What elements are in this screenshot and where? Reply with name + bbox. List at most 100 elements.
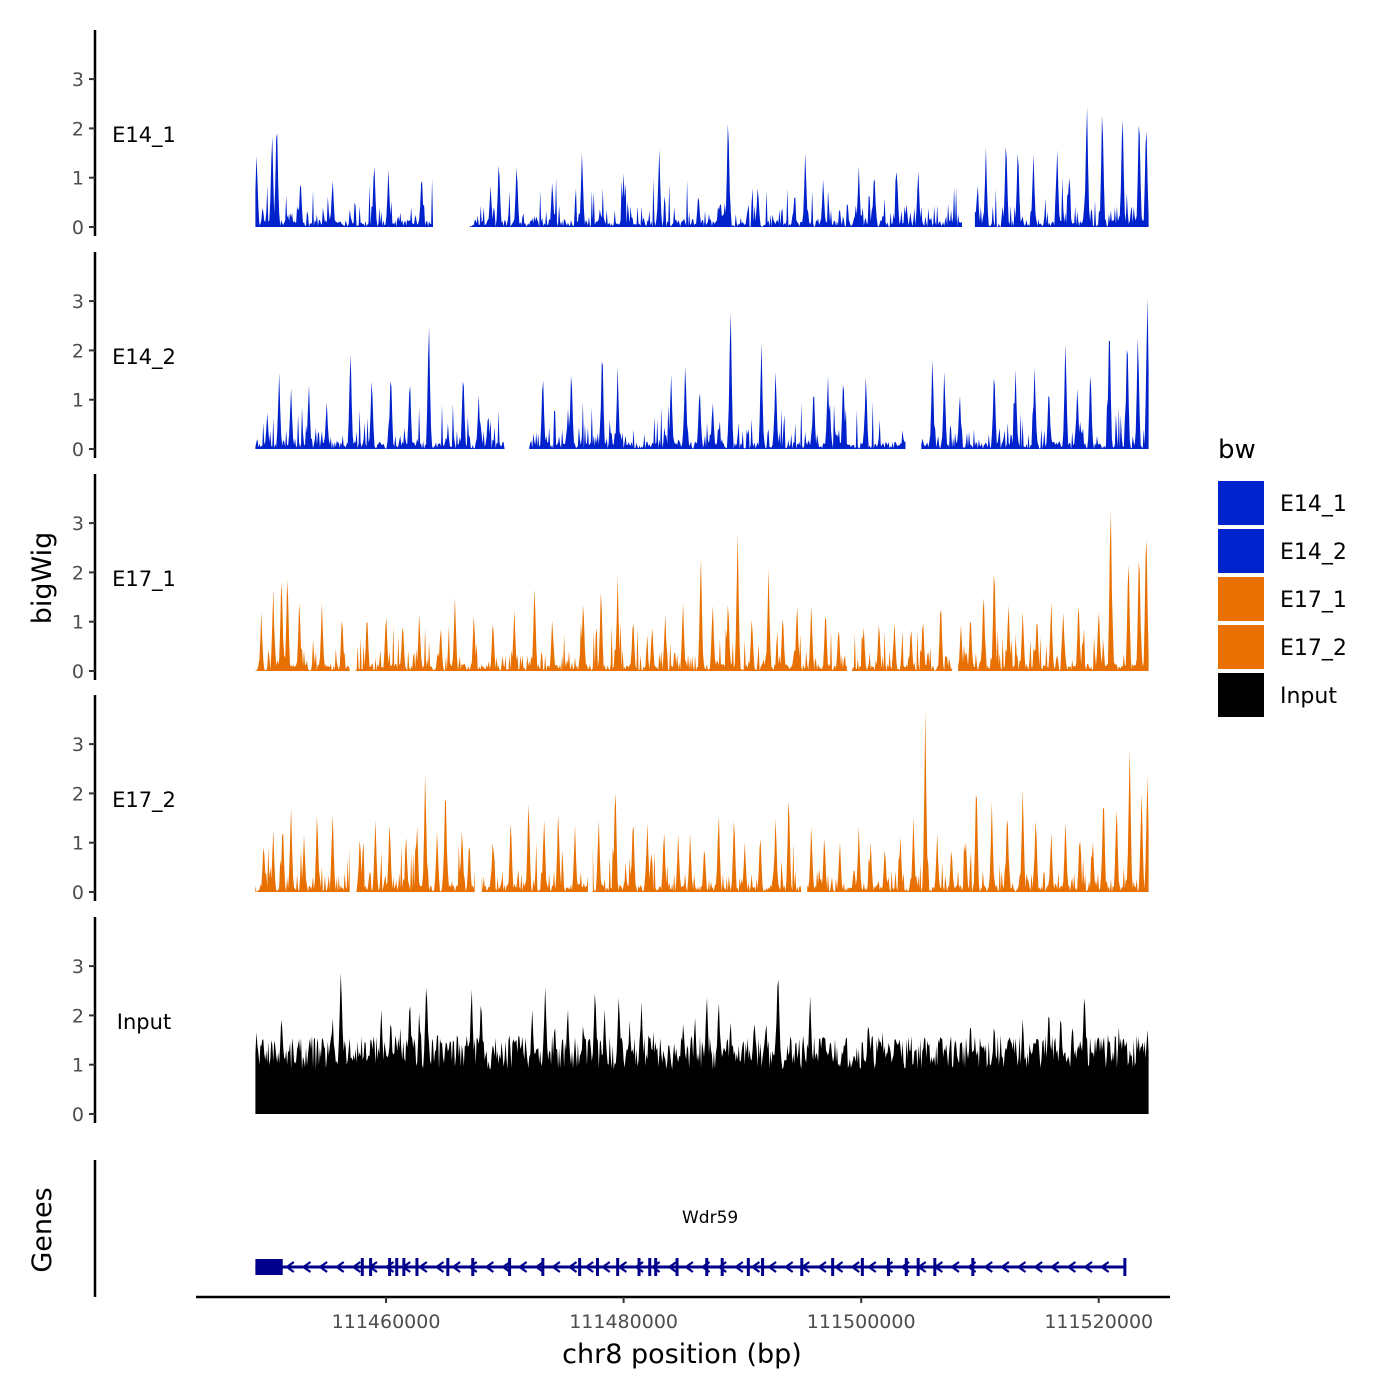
y-tick-label: 1 (72, 1055, 84, 1077)
strand-arrow (966, 1261, 977, 1273)
strand-arrow (517, 1261, 528, 1273)
gene-exon (705, 1258, 709, 1276)
track-E14_2: 0 1 2 3 E14_2 (72, 252, 1149, 461)
gene-exon (360, 1258, 364, 1276)
strand-arrow (1066, 1261, 1077, 1273)
legend-label-E17_2: E17_2 (1280, 636, 1347, 661)
strand-arrow (684, 1261, 694, 1273)
signal-area-E17_1 (851, 609, 953, 671)
gene-exon (860, 1258, 864, 1276)
signal-area-Input (255, 972, 1149, 1114)
y-axis-title: bigWig (27, 532, 58, 625)
y-tick-label: 1 (72, 168, 84, 190)
strand-arrow (900, 1261, 910, 1273)
strand-arrow (384, 1261, 395, 1273)
genes-axis-title: Genes (27, 1187, 58, 1272)
track-label: E14_2 (112, 345, 176, 370)
gene-label: Wdr59 (682, 1208, 738, 1228)
signal-area-E17_1 (355, 532, 847, 671)
x-tick-label: 111460000 (332, 1311, 441, 1333)
strand-arrow (1083, 1261, 1093, 1273)
strand-arrow (451, 1261, 461, 1273)
gene-exon (541, 1258, 545, 1276)
gene-exon (761, 1258, 765, 1276)
gene-exon (595, 1258, 599, 1276)
strand-arrow (467, 1261, 478, 1273)
gene-exon (388, 1258, 392, 1276)
strand-arrow (1016, 1261, 1027, 1273)
signal-area-E14_1 (469, 124, 962, 227)
legend-swatch-E17_2 (1218, 625, 1264, 669)
signal-area-E14_2 (529, 313, 906, 449)
x-tick-label: 111520000 (1044, 1311, 1153, 1333)
legend-label-E14_1: E14_1 (1280, 492, 1347, 517)
gene-exon (831, 1258, 835, 1276)
y-tick-label: 2 (72, 783, 84, 805)
track-label: E17_2 (112, 788, 176, 813)
strand-arrow (933, 1261, 944, 1273)
strand-arrow (650, 1261, 661, 1273)
signal-area-E17_2 (592, 793, 802, 892)
gene-exon (654, 1258, 658, 1276)
x-axis: 111460000 111480000 111500000 111520000 (196, 1295, 1170, 1333)
y-tick-label: 0 (72, 661, 84, 683)
gene-exon (415, 1258, 419, 1276)
legend-label-E14_2: E14_2 (1280, 540, 1347, 565)
legend-swatch-Input (1218, 673, 1264, 717)
gene-exon (971, 1258, 975, 1276)
legend-title: bw (1218, 435, 1256, 465)
signal-area-E17_2 (807, 709, 1149, 892)
strand-arrow (667, 1261, 677, 1273)
strand-arrow (983, 1261, 993, 1273)
gene-exon (904, 1258, 908, 1276)
gene-exon (648, 1258, 652, 1276)
y-tick-label: 0 (72, 882, 84, 904)
strand-arrow (817, 1261, 827, 1273)
strand-arrow (534, 1261, 544, 1273)
legend: bw E14_1 E14_2 E17_1 E17_2 Input (1218, 435, 1347, 717)
signal-area-E17_1 (958, 511, 1149, 671)
gene-exon (395, 1258, 399, 1276)
y-tick-label: 2 (72, 340, 84, 362)
y-tick-label: 0 (72, 217, 84, 239)
signal-area-E17_2 (255, 807, 350, 892)
strand-arrow (1049, 1261, 1060, 1273)
strand-arrow (284, 1261, 295, 1273)
strand-arrow (750, 1261, 761, 1273)
x-tick-label: 111480000 (569, 1311, 678, 1333)
track-label: Input (117, 1010, 171, 1034)
gene-exon (1123, 1258, 1127, 1276)
x-axis-title: chr8 position (bp) (562, 1339, 802, 1370)
strand-arrow (1033, 1261, 1043, 1273)
strand-arrow (617, 1261, 628, 1273)
y-tick-label: 3 (72, 734, 84, 756)
strand-arrow (767, 1261, 777, 1273)
track-E17_2: 0 1 2 3 E17_2 (72, 695, 1149, 904)
strand-arrow (733, 1261, 744, 1273)
strand-arrow (1099, 1261, 1110, 1273)
strand-arrow (484, 1261, 495, 1273)
strand-arrow (318, 1261, 328, 1273)
signal-area-E17_2 (481, 804, 588, 892)
strand-arrow (717, 1261, 727, 1273)
y-tick-label: 3 (72, 956, 84, 978)
strand-arrow (401, 1261, 411, 1273)
signal-area-E17_2 (355, 775, 475, 892)
signal-area-E14_2 (255, 327, 505, 449)
gene-exon (578, 1258, 582, 1276)
y-tick-label: 1 (72, 612, 84, 634)
y-tick-label: 2 (72, 562, 84, 584)
gene-exon (637, 1258, 641, 1276)
gene-exon (720, 1258, 724, 1276)
strand-arrow (600, 1261, 611, 1273)
strand-arrow (301, 1261, 312, 1273)
strand-arrow (351, 1261, 361, 1273)
strand-arrow (501, 1261, 511, 1273)
track-label: E17_1 (112, 567, 176, 592)
y-tick-label: 0 (72, 1104, 84, 1126)
strand-arrow (833, 1261, 844, 1273)
y-tick-label: 3 (72, 291, 84, 313)
strand-arrow (1000, 1261, 1010, 1273)
y-tick-label: 3 (72, 513, 84, 535)
